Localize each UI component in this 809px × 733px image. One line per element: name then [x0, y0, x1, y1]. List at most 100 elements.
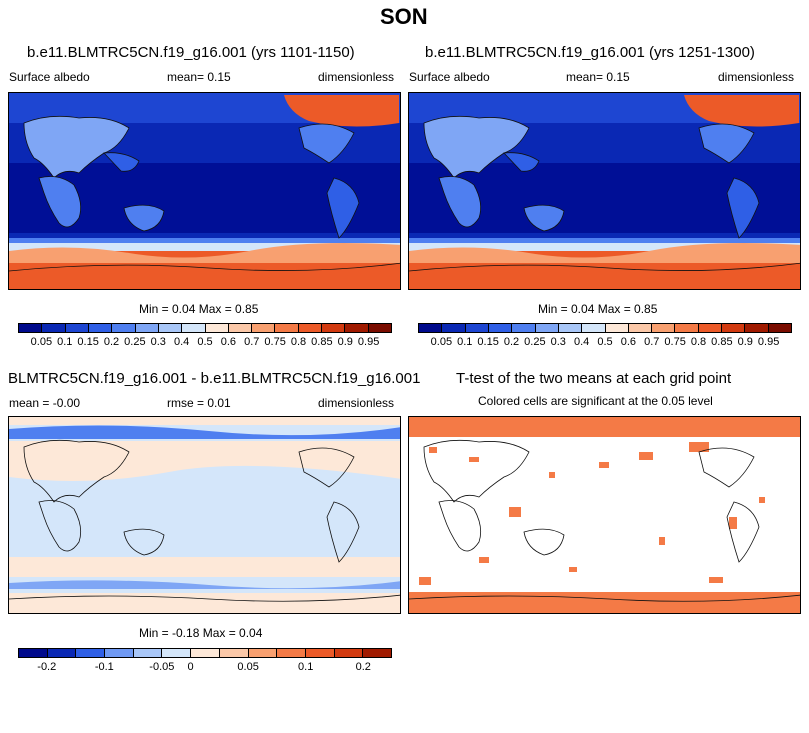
colorbar-tick-label: 0 — [187, 661, 194, 673]
colorbar-swatch — [558, 324, 583, 332]
colorbar-tick-label: 0.05 — [430, 336, 453, 348]
panel2-variable-label: Surface albedo — [409, 70, 490, 84]
colorbar-albedo-right-ticks: 0.05 0.1 0.15 0.2 0.25 0.3 0.4 0.5 0.6 0.7 0.75 0.8… — [418, 336, 792, 350]
colorbar-swatch — [768, 324, 791, 332]
colorbar-swatch — [158, 324, 183, 332]
panel1-mean: mean= 0.15 — [167, 70, 231, 84]
colorbar-swatch — [248, 649, 278, 657]
colorbar-tick-label: 0.75 — [264, 336, 286, 348]
colorbar-diff-ticks: -0.2 -0.1 -0.05 0 0.05 0.1 0.2 — [18, 661, 392, 675]
colorbar-swatch — [582, 324, 606, 332]
colorbar-tick-label: 0.2 — [503, 336, 520, 348]
panel2-mean: mean= 0.15 — [566, 70, 630, 84]
colorbar-tick-label: 0.2 — [355, 661, 371, 673]
colorbar-tick-label: 0.95 — [357, 336, 380, 348]
colorbar-albedo-left-ticks: 0.05 0.1 0.15 0.2 0.25 0.3 0.4 0.5 0.6 0.7 0.75 0.8… — [18, 336, 392, 350]
colorbar-swatch — [465, 324, 489, 332]
colorbar-tick-label: 0.3 — [150, 336, 166, 348]
colorbar-tick-label: 0.8 — [290, 336, 307, 348]
colorbar-swatch — [419, 324, 443, 332]
colorbar-tick-label: 0.4 — [173, 336, 190, 348]
colorbar-tick-label: 0.5 — [597, 336, 613, 348]
colorbar-tick-label: 0.6 — [220, 336, 237, 348]
colorbar-swatch — [228, 324, 253, 332]
colorbar-swatch — [65, 324, 89, 332]
colorbar-albedo-left — [18, 323, 392, 333]
panel2-units: dimensionless — [718, 70, 795, 84]
colorbar-tick-label: 0.2 — [103, 336, 120, 348]
colorbar-swatch — [628, 324, 653, 332]
panel3-mean: mean = -0.00 — [9, 396, 81, 410]
colorbar-swatch — [105, 649, 134, 657]
colorbar-tick-label: -0.1 — [94, 661, 114, 673]
panel3-minmax: Min = -0.18 Max = 0.04 — [139, 626, 263, 640]
colorbar-tick-label: 0.75 — [664, 336, 686, 348]
colorbar-tick-label: 0.95 — [757, 336, 780, 348]
colorbar-swatch — [442, 324, 466, 332]
colorbar-swatch — [322, 324, 346, 332]
colorbar-diff — [18, 648, 392, 658]
panel4-map — [408, 416, 801, 614]
colorbar-swatch — [345, 324, 369, 332]
colorbar-swatch — [535, 324, 559, 332]
colorbar-swatch — [252, 324, 276, 332]
colorbar-swatch — [298, 324, 323, 332]
colorbar-swatch — [512, 324, 536, 332]
colorbar-albedo-right — [418, 323, 792, 333]
colorbar-swatch — [675, 324, 699, 332]
panel1-variable-label: Surface albedo — [9, 70, 90, 84]
panel1-title: b.e11.BLMTRC5CN.f19_g16.001 (yrs 1101-11… — [27, 44, 355, 61]
colorbar-swatch — [205, 324, 229, 332]
colorbar-tick-label: 0.9 — [737, 336, 753, 348]
colorbar-swatch — [698, 324, 723, 332]
colorbar-swatch — [191, 649, 220, 657]
colorbar-tick-label: 0.85 — [711, 336, 733, 348]
colorbar-swatch — [88, 324, 113, 332]
panel4-title: T-test of the two means at each grid poi… — [456, 370, 732, 387]
colorbar-swatch — [368, 324, 391, 332]
colorbar-swatch — [652, 324, 676, 332]
colorbar-swatch — [47, 649, 77, 657]
colorbar-tick-label: 0.7 — [644, 336, 660, 348]
colorbar-tick-label: 0.9 — [337, 336, 353, 348]
colorbar-tick-label: 0.7 — [244, 336, 260, 348]
colorbar-swatch — [19, 649, 48, 657]
colorbar-tick-label: 0.1 — [457, 336, 473, 348]
colorbar-swatch — [162, 649, 192, 657]
colorbar-swatch — [182, 324, 206, 332]
panel2-map — [408, 92, 801, 290]
panel3-units: dimensionless — [318, 396, 395, 410]
panel2-title: b.e11.BLMTRC5CN.f19_g16.001 (yrs 1251-13… — [425, 44, 755, 61]
colorbar-tick-label: 0.6 — [620, 336, 637, 348]
panel4-subtitle: Colored cells are significant at the 0.0… — [478, 394, 713, 408]
colorbar-tick-label: -0.05 — [149, 661, 175, 673]
panel1-minmax: Min = 0.04 Max = 0.85 — [139, 302, 259, 316]
colorbar-tick-label: 0.05 — [30, 336, 53, 348]
colorbar-tick-label: 0.15 — [477, 336, 499, 348]
colorbar-swatch — [334, 649, 364, 657]
colorbar-tick-label: 0.85 — [311, 336, 333, 348]
colorbar-tick-label: -0.2 — [37, 661, 57, 673]
panel1-map — [8, 92, 401, 290]
panel2-minmax: Min = 0.04 Max = 0.85 — [538, 302, 658, 316]
colorbar-swatch — [363, 649, 391, 657]
colorbar-swatch — [42, 324, 66, 332]
panel3-map — [8, 416, 401, 614]
colorbar-tick-label: 0.4 — [573, 336, 590, 348]
panel3-title: BLMTRC5CN.f19_g16.001 - b.e11.BLMTRC5CN.… — [8, 370, 421, 387]
panel1-units: dimensionless — [318, 70, 395, 84]
colorbar-swatch — [19, 324, 43, 332]
colorbar-swatch — [76, 649, 106, 657]
colorbar-swatch — [277, 649, 306, 657]
colorbar-tick-label: 0.15 — [77, 336, 99, 348]
colorbar-swatch — [605, 324, 629, 332]
colorbar-tick-label: 0.1 — [298, 661, 314, 673]
colorbar-swatch — [722, 324, 746, 332]
colorbar-swatch — [488, 324, 513, 332]
colorbar-tick-label: 0.3 — [550, 336, 566, 348]
colorbar-swatch — [745, 324, 769, 332]
colorbar-swatch — [305, 649, 335, 657]
colorbar-tick-label: 0.25 — [124, 336, 146, 348]
colorbar-tick-label: 0.25 — [524, 336, 546, 348]
colorbar-tick-label: 0.1 — [57, 336, 73, 348]
